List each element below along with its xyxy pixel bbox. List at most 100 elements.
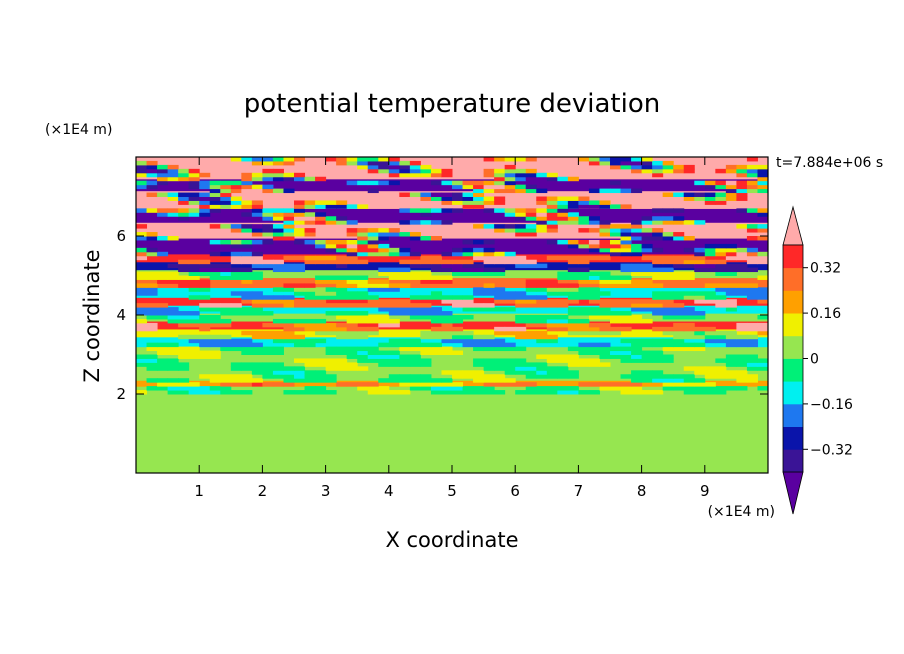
heatmap-cell (494, 346, 506, 352)
heatmap-cell (736, 386, 748, 391)
heatmap-cell (251, 362, 263, 367)
heatmap-cell (494, 378, 506, 383)
heatmap-cell (336, 200, 348, 205)
heatmap-cell (662, 315, 674, 320)
heatmap-cell (704, 338, 716, 344)
heatmap-cell (241, 180, 253, 186)
heatmap-cell (325, 259, 337, 265)
heatmap-cell (188, 322, 200, 328)
heatmap-cell (409, 168, 421, 174)
heatmap-cell (315, 370, 327, 375)
heatmap-cell (662, 168, 674, 174)
heatmap-cell (220, 196, 232, 201)
heatmap-cell (441, 192, 453, 197)
heatmap-cell (399, 259, 411, 265)
heatmap-cell (473, 338, 485, 344)
heatmap-cell (473, 224, 485, 229)
heatmap-cell (209, 322, 221, 328)
heatmap-cell (525, 188, 537, 194)
heatmap-cell (673, 263, 685, 269)
heatmap-cell (725, 299, 737, 304)
heatmap-cell (262, 374, 274, 379)
heatmap-cell (715, 303, 727, 308)
heatmap-cell (736, 326, 748, 332)
heatmap-cell (336, 204, 348, 209)
heatmap-cell (462, 374, 474, 379)
heatmap-cell (272, 338, 284, 344)
heatmap-cell (525, 224, 537, 229)
heatmap-cell (494, 157, 506, 162)
heatmap-cell (494, 299, 506, 304)
heatmap-cell (704, 243, 716, 249)
heatmap-cell (230, 180, 242, 186)
heatmap-cell (578, 362, 590, 367)
heatmap-cell (336, 157, 348, 162)
heatmap-cell (757, 259, 768, 265)
heatmap-cell (262, 160, 274, 166)
heatmap-cell (136, 287, 148, 292)
heatmap-cell (209, 239, 221, 245)
heatmap-cell (631, 378, 643, 383)
heatmap-cell (620, 338, 632, 344)
heatmap-cell (283, 299, 295, 304)
heatmap-cell (325, 216, 337, 221)
heatmap-cell (757, 386, 768, 391)
heatmap-cell (325, 311, 337, 316)
heatmap-cell (588, 220, 600, 225)
heatmap-cell (294, 338, 306, 344)
heatmap-cell (178, 390, 190, 395)
heatmap-cell (388, 172, 400, 178)
heatmap-cell (325, 362, 337, 367)
heatmap-cell (220, 239, 232, 245)
heatmap-cell (420, 311, 432, 316)
heatmap-cell (473, 342, 485, 348)
heatmap-cell (494, 251, 506, 257)
heatmap-cell (399, 232, 411, 237)
heatmap-cell (315, 275, 327, 280)
heatmap-cell (336, 358, 348, 363)
heatmap-cell (188, 176, 200, 182)
heatmap-cell (631, 338, 643, 344)
heatmap-cell (199, 354, 211, 359)
heatmap-cell (420, 255, 432, 261)
heatmap-cell (567, 287, 579, 292)
heatmap-cell (483, 303, 495, 308)
heatmap-cell (610, 303, 622, 308)
heatmap-cell (515, 362, 527, 367)
heatmap-cell (430, 342, 442, 348)
heatmap-cell (230, 259, 242, 265)
heatmap-cell (251, 188, 263, 194)
heatmap-cell (346, 318, 358, 324)
heatmap-cell (757, 212, 768, 217)
heatmap-cell (251, 275, 263, 280)
colorbar-segment (783, 358, 803, 382)
heatmap-cell (157, 378, 169, 383)
heatmap-cell (188, 287, 200, 292)
heatmap-cell (578, 322, 590, 328)
heatmap-cell (251, 184, 263, 190)
heatmap-cell (567, 216, 579, 221)
heatmap-cell (388, 390, 400, 395)
heatmap-cell (388, 287, 400, 292)
heatmap-cell (473, 263, 485, 269)
heatmap-cell (725, 188, 737, 194)
heatmap-cell (294, 212, 306, 217)
heatmap-cell (631, 263, 643, 269)
heatmap-cell (336, 216, 348, 221)
heatmap-cell (546, 200, 558, 205)
heatmap-cell (683, 247, 695, 253)
heatmap-cell (420, 295, 432, 300)
heatmap-cell (746, 208, 758, 213)
heatmap-cell (652, 216, 664, 221)
heatmap-cell (483, 283, 495, 288)
heatmap-cell (283, 322, 295, 328)
heatmap-cell (378, 232, 390, 237)
heatmap-cell (420, 386, 432, 391)
heatmap-cell (199, 338, 211, 344)
heatmap-cell (146, 275, 158, 280)
heatmap-cell (283, 382, 295, 387)
heatmap-cell (325, 287, 337, 292)
heatmap-cell (357, 318, 369, 324)
heatmap-cell (304, 386, 316, 391)
heatmap-cell (262, 157, 274, 162)
